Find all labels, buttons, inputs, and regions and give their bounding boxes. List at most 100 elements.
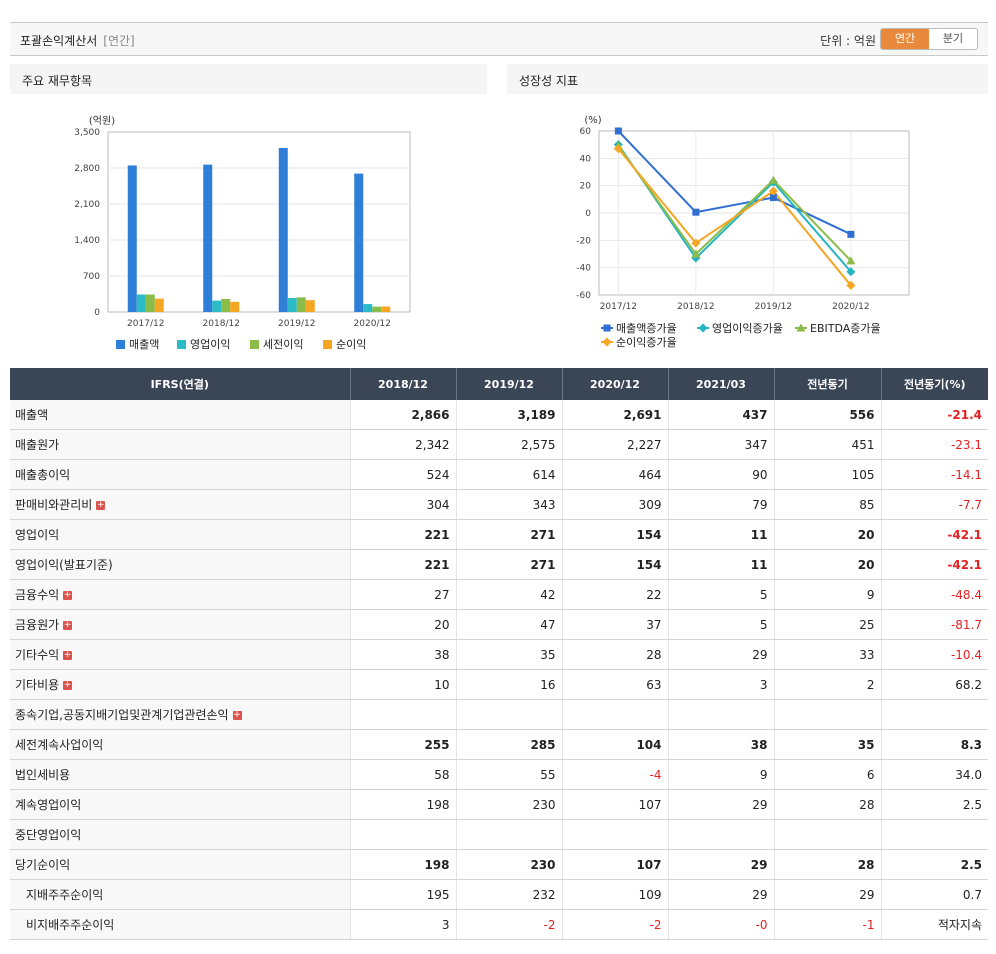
line-x-tick: 2019/12 bbox=[755, 302, 792, 312]
header-col-6: 전년동기(%) bbox=[880, 368, 988, 400]
table-cell: 58 bbox=[349, 759, 456, 790]
financial-items-panel-title: 주요 재무항목 bbox=[22, 74, 93, 88]
table-cell: 11 bbox=[667, 519, 774, 550]
table-cell: 10 bbox=[349, 669, 456, 700]
table-cell: 16 bbox=[455, 669, 562, 700]
row-label: 금융수익 + bbox=[10, 579, 350, 610]
legend-swatch bbox=[250, 340, 259, 349]
table-cell: 55 bbox=[455, 759, 562, 790]
table-cell: 556 bbox=[773, 400, 881, 430]
legend-label: 순이익 bbox=[336, 338, 366, 351]
legend-swatch bbox=[177, 340, 186, 349]
expand-plus-icon[interactable]: + bbox=[63, 590, 73, 600]
table-cell: 28 bbox=[561, 639, 668, 670]
row-label: 매출액 bbox=[10, 400, 350, 430]
legend-marker bbox=[603, 324, 611, 332]
row-label: 법인세비용 bbox=[10, 759, 350, 790]
row-label-text: 금융원가 bbox=[15, 618, 60, 632]
table-cell: 28 bbox=[773, 789, 881, 820]
table-cell: 38 bbox=[349, 639, 456, 670]
table-body: 매출액 2,866 3,189 2,691 437 556 -21.4 매출원가 2,342 2,… bbox=[10, 400, 988, 940]
table-cell bbox=[667, 819, 774, 850]
row-label: 기타수익 + bbox=[10, 639, 350, 670]
table-cell: -14.1 bbox=[880, 459, 988, 490]
point-매출액증가율 bbox=[614, 127, 622, 135]
table-cell: 6 bbox=[773, 759, 881, 790]
row-label: 세전계속사업이익 bbox=[10, 729, 350, 760]
row-label: 영업이익(발표기준) bbox=[10, 549, 350, 580]
bar-y-tick: 0 bbox=[94, 308, 100, 318]
row-label-text: 매출총이익 bbox=[15, 468, 71, 482]
row-label: 종속기업,공동지배기업및관계기업관련손익 + bbox=[10, 699, 350, 730]
statement-title: 포괄손익계산서 [연간] bbox=[20, 32, 135, 49]
point-매출액증가율 bbox=[847, 230, 855, 238]
table-cell: 29 bbox=[667, 789, 774, 820]
table-cell: 25 bbox=[773, 609, 881, 640]
table-cell: 347 bbox=[667, 429, 774, 460]
table-cell: 285 bbox=[455, 729, 562, 760]
legend-label: 영업이익증가율 bbox=[712, 322, 783, 335]
expand-plus-icon[interactable]: + bbox=[63, 650, 73, 660]
bar-unit-label: (억원) bbox=[89, 115, 115, 127]
bar-x-tick: 2020/12 bbox=[354, 319, 391, 329]
bar-plot-area bbox=[107, 131, 411, 313]
bar-x-tick: 2018/12 bbox=[203, 319, 240, 329]
table-cell: 154 bbox=[561, 549, 668, 580]
expand-plus-icon[interactable]: + bbox=[96, 500, 106, 510]
table-cell: 35 bbox=[773, 729, 881, 760]
table-cell: 29 bbox=[667, 849, 774, 880]
row-label-text: 판매비와관리비 bbox=[15, 498, 93, 512]
table-cell: 5 bbox=[667, 609, 774, 640]
table-cell: 적자지속 bbox=[880, 909, 988, 940]
annual-toggle-button[interactable]: 연간 bbox=[881, 29, 929, 49]
table-cell: 29 bbox=[667, 639, 774, 670]
line-x-tick: 2017/12 bbox=[600, 302, 637, 312]
table-cell: 221 bbox=[349, 549, 456, 580]
table-cell: 29 bbox=[773, 879, 881, 910]
row-label: 중단영업이익 bbox=[10, 819, 350, 850]
table-cell: 42 bbox=[455, 579, 562, 610]
table-cell bbox=[349, 699, 456, 730]
table-cell: 109 bbox=[561, 879, 668, 910]
table-row: 판매비와관리비 +304 343 309 79 85 -7.7 bbox=[10, 489, 988, 520]
table-cell: 271 bbox=[455, 519, 562, 550]
expand-plus-icon[interactable]: + bbox=[63, 680, 73, 690]
table-cell: -21.4 bbox=[880, 400, 988, 430]
table-cell: 304 bbox=[349, 489, 456, 520]
bar-영업이익 bbox=[136, 294, 146, 312]
header-col-4: 2021/03 bbox=[667, 368, 774, 400]
table-cell: 35 bbox=[455, 639, 562, 670]
expand-plus-icon[interactable]: + bbox=[232, 710, 242, 720]
table-header-row: IFRS(연결) 2018/12 2019/12 2020/12 2021/03 전년동기… bbox=[10, 368, 988, 400]
financial-items-panel-header: 주요 재무항목 bbox=[10, 64, 487, 94]
table-cell: -1 bbox=[773, 909, 881, 940]
table-cell: 105 bbox=[773, 459, 881, 490]
table-cell: 464 bbox=[561, 459, 668, 490]
header-col-5: 전년동기 bbox=[773, 368, 881, 400]
row-label: 금융원가 + bbox=[10, 609, 350, 640]
table-cell: 0.7 bbox=[880, 879, 988, 910]
table-cell: 2.5 bbox=[880, 849, 988, 880]
table-row: 지배주주순이익 195 232 109 29 29 0.7 bbox=[10, 879, 988, 910]
table-cell: 107 bbox=[561, 789, 668, 820]
row-label: 기타비용 + bbox=[10, 669, 350, 700]
quarter-toggle-button[interactable]: 분기 bbox=[929, 29, 977, 49]
expand-plus-icon[interactable]: + bbox=[63, 620, 73, 630]
bar-순이익 bbox=[230, 301, 240, 312]
table-row: 종속기업,공동지배기업및관계기업관련손익 + bbox=[10, 699, 988, 730]
legend-label: 매출액 bbox=[129, 338, 159, 351]
table-cell: 2.5 bbox=[880, 789, 988, 820]
bar-y-tick: 3,500 bbox=[74, 128, 100, 138]
unit-label: 단위 : 억원 bbox=[820, 34, 876, 48]
table-cell: 11 bbox=[667, 549, 774, 580]
table-cell: 107 bbox=[561, 849, 668, 880]
table-cell: 3,189 bbox=[455, 400, 562, 430]
bar-매출액 bbox=[278, 147, 288, 312]
table-cell bbox=[455, 819, 562, 850]
table-cell: 195 bbox=[349, 879, 456, 910]
line-chart-panel: (%) -60 -40 -20 0 20 40 60 2017/12 2018/12 2019/12… bbox=[507, 94, 988, 362]
table-row: 계속영업이익 198 230 107 29 28 2.5 bbox=[10, 789, 988, 820]
table-cell: 22 bbox=[561, 579, 668, 610]
legend-label: 영업이익 bbox=[190, 338, 230, 351]
bar-영업이익 bbox=[287, 298, 297, 312]
